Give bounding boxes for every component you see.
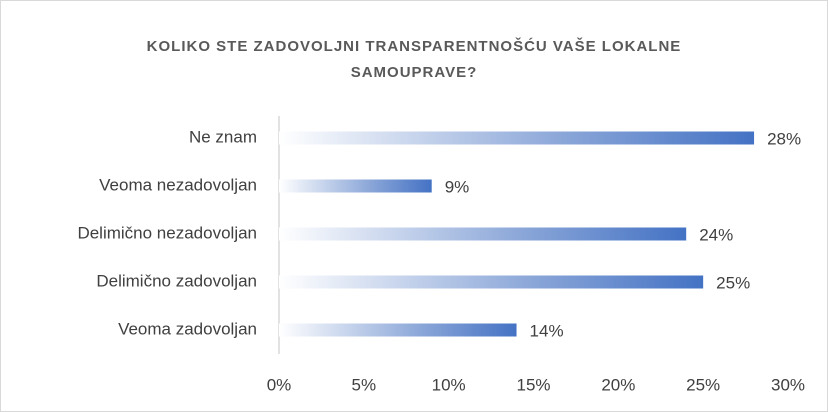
bar — [279, 275, 704, 289]
x-tick-label: 15% — [516, 375, 550, 394]
y-tick-label: Delimično zadovoljan — [96, 271, 257, 290]
x-tick-label: 0% — [267, 375, 292, 394]
x-tick-label: 30% — [771, 375, 805, 394]
x-tick-label: 10% — [432, 375, 466, 394]
y-tick-label: Ne znam — [189, 127, 257, 146]
data-label: 14% — [530, 321, 564, 340]
bar — [279, 131, 755, 145]
y-tick-label: Veoma zadovoljan — [118, 319, 257, 338]
y-tick-label: Veoma nezadovoljan — [99, 175, 257, 194]
x-tick-label: 5% — [352, 375, 377, 394]
bar — [279, 323, 517, 337]
y-tick-label: Delimično nezadovoljan — [77, 223, 257, 242]
x-tick-label: 20% — [601, 375, 635, 394]
data-label: 9% — [445, 177, 470, 196]
bar — [279, 227, 687, 241]
bar — [279, 179, 432, 193]
x-tick-label: 25% — [686, 375, 720, 394]
data-label: 28% — [767, 129, 801, 148]
chart-title: KOLIKO STE ZADOVOLJNI TRANSPARENTNOŠĆU V… — [146, 38, 682, 81]
data-label: 25% — [716, 273, 750, 292]
data-label: 24% — [699, 225, 733, 244]
